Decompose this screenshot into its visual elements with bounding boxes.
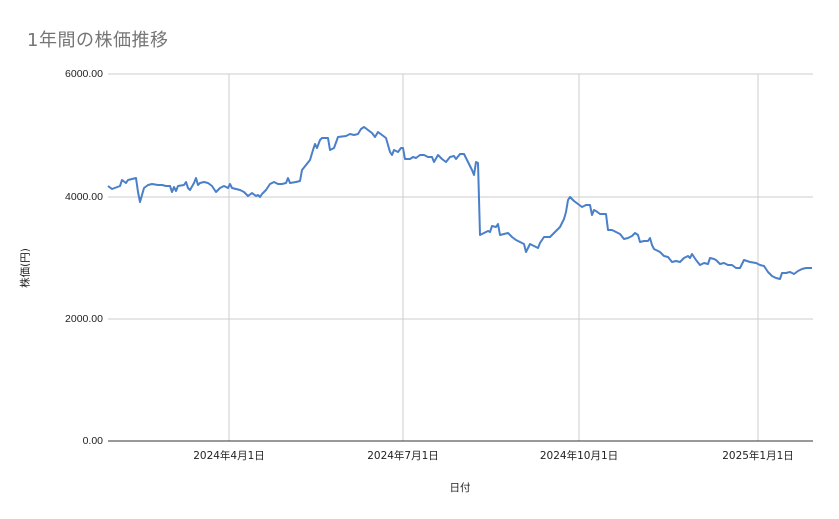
x-tick-apr: 2024年4月1日 xyxy=(193,450,265,462)
y-tick-4000: 4000.00 xyxy=(65,191,103,203)
x-tick-jan: 2025年1月1日 xyxy=(722,450,794,462)
x-axis-title: 日付 xyxy=(449,482,471,494)
y-tick-6000: 6000.00 xyxy=(65,68,103,80)
y-tick-0: 0.00 xyxy=(82,435,103,447)
y-axis-title: 株価(円) xyxy=(19,248,32,288)
chart-title: 1年間の株価推移 xyxy=(27,30,169,51)
price-line xyxy=(107,126,812,280)
y-tick-2000: 2000.00 xyxy=(65,313,103,325)
x-tick-jul: 2024年7月1日 xyxy=(367,450,439,462)
x-tick-oct: 2024年10月1日 xyxy=(539,450,619,462)
